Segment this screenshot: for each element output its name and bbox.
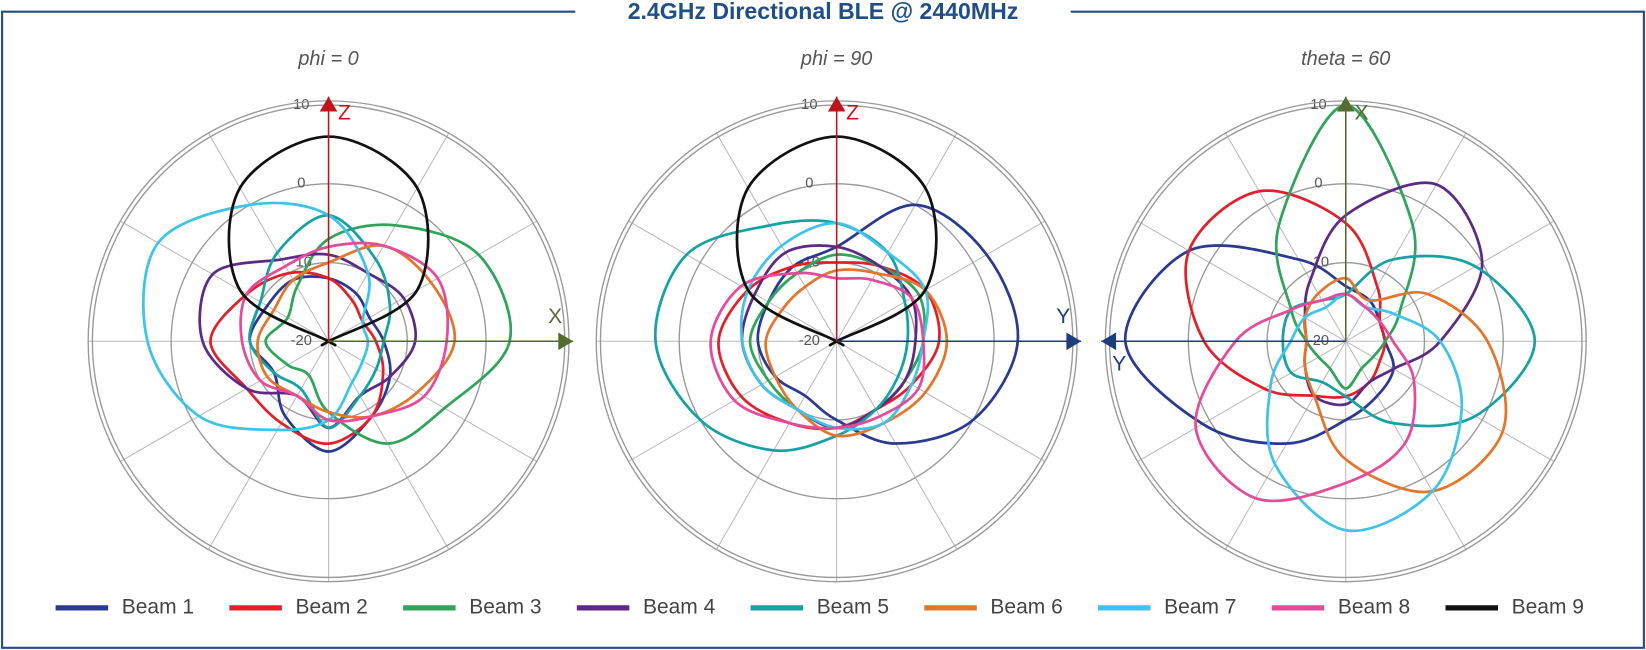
r-tick-label: 0 [805,176,813,192]
arrow-head [1066,332,1082,351]
legend-label: Beam 2 [296,595,368,618]
spoke [328,132,450,342]
spoke [836,341,958,550]
subplot-title: theta = 60 [1301,48,1390,70]
r-tick-label: 10 [801,97,817,113]
beam-curve [654,219,910,453]
spoke [328,340,538,462]
spoke [1345,132,1467,342]
legend-label: Beam 9 [1512,595,1584,618]
spoke [1137,340,1347,462]
axis-label: Y [1056,305,1070,328]
axis-label: Z [338,102,351,125]
legend-label: Beam 5 [817,595,889,618]
beam-curve [1123,244,1395,445]
frame [1,10,1645,649]
arrow-head [827,96,846,112]
arrow-head [319,96,338,112]
spoke [1345,341,1467,550]
spoke [628,220,837,342]
spoke [836,132,958,342]
subplot-title: phi = 0 [297,48,358,70]
beam-curve [709,271,926,430]
arrow-head [1336,96,1355,112]
legend-label: Beam 8 [1338,595,1410,618]
r-tick-label: 0 [297,176,305,192]
axis-label: Z [846,102,859,125]
legend-label: Beam 7 [1164,595,1236,618]
arrow-head [1101,332,1117,351]
spoke [836,220,1046,342]
r-tick-label: 10 [1310,97,1326,113]
beam-curve [239,241,450,423]
beam-curve [1194,292,1417,503]
spoke [715,132,838,342]
spoke [1345,220,1555,342]
spoke [836,340,1046,462]
r-tick-label: 0 [1314,176,1322,192]
legend-label: Beam 1 [122,595,194,618]
beam-curve [248,213,392,430]
axis-label: Y [1112,353,1126,376]
legend-label: Beam 3 [469,595,541,618]
beam-curve [256,243,457,419]
beam-curve [248,275,392,453]
legend-label: Beam 4 [643,595,716,618]
beam-curve [1265,292,1464,533]
arrow-head [558,332,574,351]
beam-curve [1274,103,1417,390]
beam-curve [1302,276,1508,494]
subplot-title: phi = 90 [800,48,873,70]
spoke [628,340,837,462]
figure-title: 2.4GHz Directional BLE @ 2440MHz [628,0,1019,24]
r-tick-label: 10 [293,97,309,113]
spoke [1225,341,1347,550]
legend-label: Beam 6 [990,595,1062,618]
beam-curve [141,201,371,432]
spoke [715,341,838,550]
spoke [207,132,330,342]
r-tick-label: -20 [799,333,820,349]
spoke [120,340,329,462]
r-tick-label: -10 [1308,254,1329,270]
r-tick-label: -20 [291,333,312,349]
spoke [120,220,329,342]
axis-label: X [548,305,562,328]
spoke [1137,220,1347,342]
axis-label: X [1355,102,1369,125]
beam-curve [264,223,513,445]
spoke [328,341,450,550]
